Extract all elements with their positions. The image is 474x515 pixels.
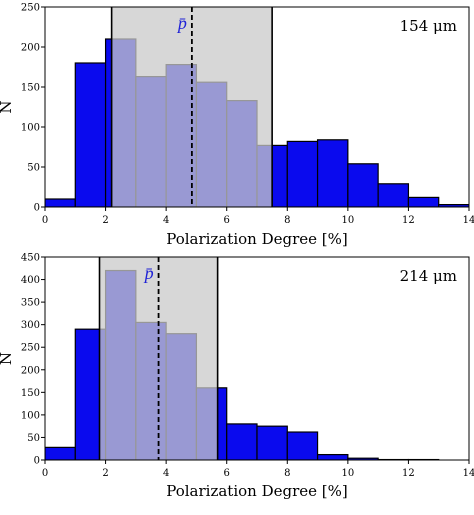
histogram-bar (256, 425, 288, 460)
histogram-bar (316, 139, 349, 207)
x-tick-label: 4 (163, 215, 169, 226)
x-tick-label: 14 (463, 215, 474, 226)
x-tick-label: 12 (402, 215, 415, 226)
plot-area (45, 257, 440, 460)
histogram-bar (407, 196, 440, 207)
histogram-bar (226, 423, 258, 460)
histogram-panel-1: p̄ 0 2 4 6 8 10 12 14 0 50 100 150 200 250 Polarization… (0, 3, 474, 249)
x-axis-label: Polarization Degree [%] (166, 230, 348, 248)
y-axis-label: N (0, 352, 15, 365)
y-tick-label: 350 (21, 298, 40, 309)
x-tick-label: 14 (463, 468, 474, 479)
x-tick-label: 0 (42, 468, 48, 479)
histogram-bar (316, 453, 349, 460)
y-tick-label: 150 (21, 83, 40, 94)
histogram-panel-2: p̄ 0 2 4 6 8 10 12 14 0 50 100 150 200 250 300 350 400 450… (0, 253, 474, 501)
y-tick-label: 250 (21, 343, 40, 354)
histogram-bar (438, 204, 469, 207)
y-tick-label: 0 (34, 203, 40, 214)
y-tick-label: 0 (34, 456, 40, 467)
y-tick-label: 100 (21, 410, 40, 421)
histogram-bar (45, 198, 76, 207)
x-tick-label: 12 (402, 468, 415, 479)
x-tick-label: 2 (102, 215, 108, 226)
axes-frame (44, 6, 470, 208)
wavelength-annotation: 214 μm (400, 267, 457, 285)
x-tick-label: 10 (341, 468, 354, 479)
y-tick-label: 250 (21, 3, 40, 14)
wavelength-annotation: 154 μm (400, 17, 457, 35)
mean-label: p̄ (143, 263, 154, 283)
y-tick-label: 50 (27, 163, 40, 174)
x-tick-label: 4 (163, 468, 169, 479)
histogram-bar (377, 183, 410, 207)
histogram-bar (286, 140, 319, 207)
y-tick-label: 100 (21, 123, 40, 134)
y-tick-label: 200 (21, 365, 40, 376)
histogram-bar (286, 431, 319, 460)
y-tick-label: 400 (21, 275, 40, 286)
y-tick-label: 300 (21, 320, 40, 331)
y-tick-label: 450 (21, 253, 40, 264)
mean-label: p̄ (176, 13, 187, 33)
x-tick-label: 8 (284, 468, 290, 479)
y-tick-label: 200 (21, 43, 40, 54)
y-tick-label: 150 (21, 388, 40, 399)
x-tick-label: 10 (341, 215, 354, 226)
x-tick-label: 6 (224, 468, 230, 479)
axes-frame (44, 256, 470, 461)
histogram-bar (347, 163, 379, 207)
x-tick-label: 8 (284, 215, 290, 226)
x-tick-label: 2 (102, 468, 108, 479)
plot-area (45, 7, 469, 207)
histogram-bar (74, 62, 107, 207)
x-tick-label: 0 (42, 215, 48, 226)
x-tick-label: 6 (224, 215, 230, 226)
histogram-bar (45, 446, 76, 460)
y-axis-label: N (0, 100, 15, 113)
y-tick-label: 50 (27, 433, 40, 444)
x-axis-label: Polarization Degree [%] (166, 482, 348, 500)
